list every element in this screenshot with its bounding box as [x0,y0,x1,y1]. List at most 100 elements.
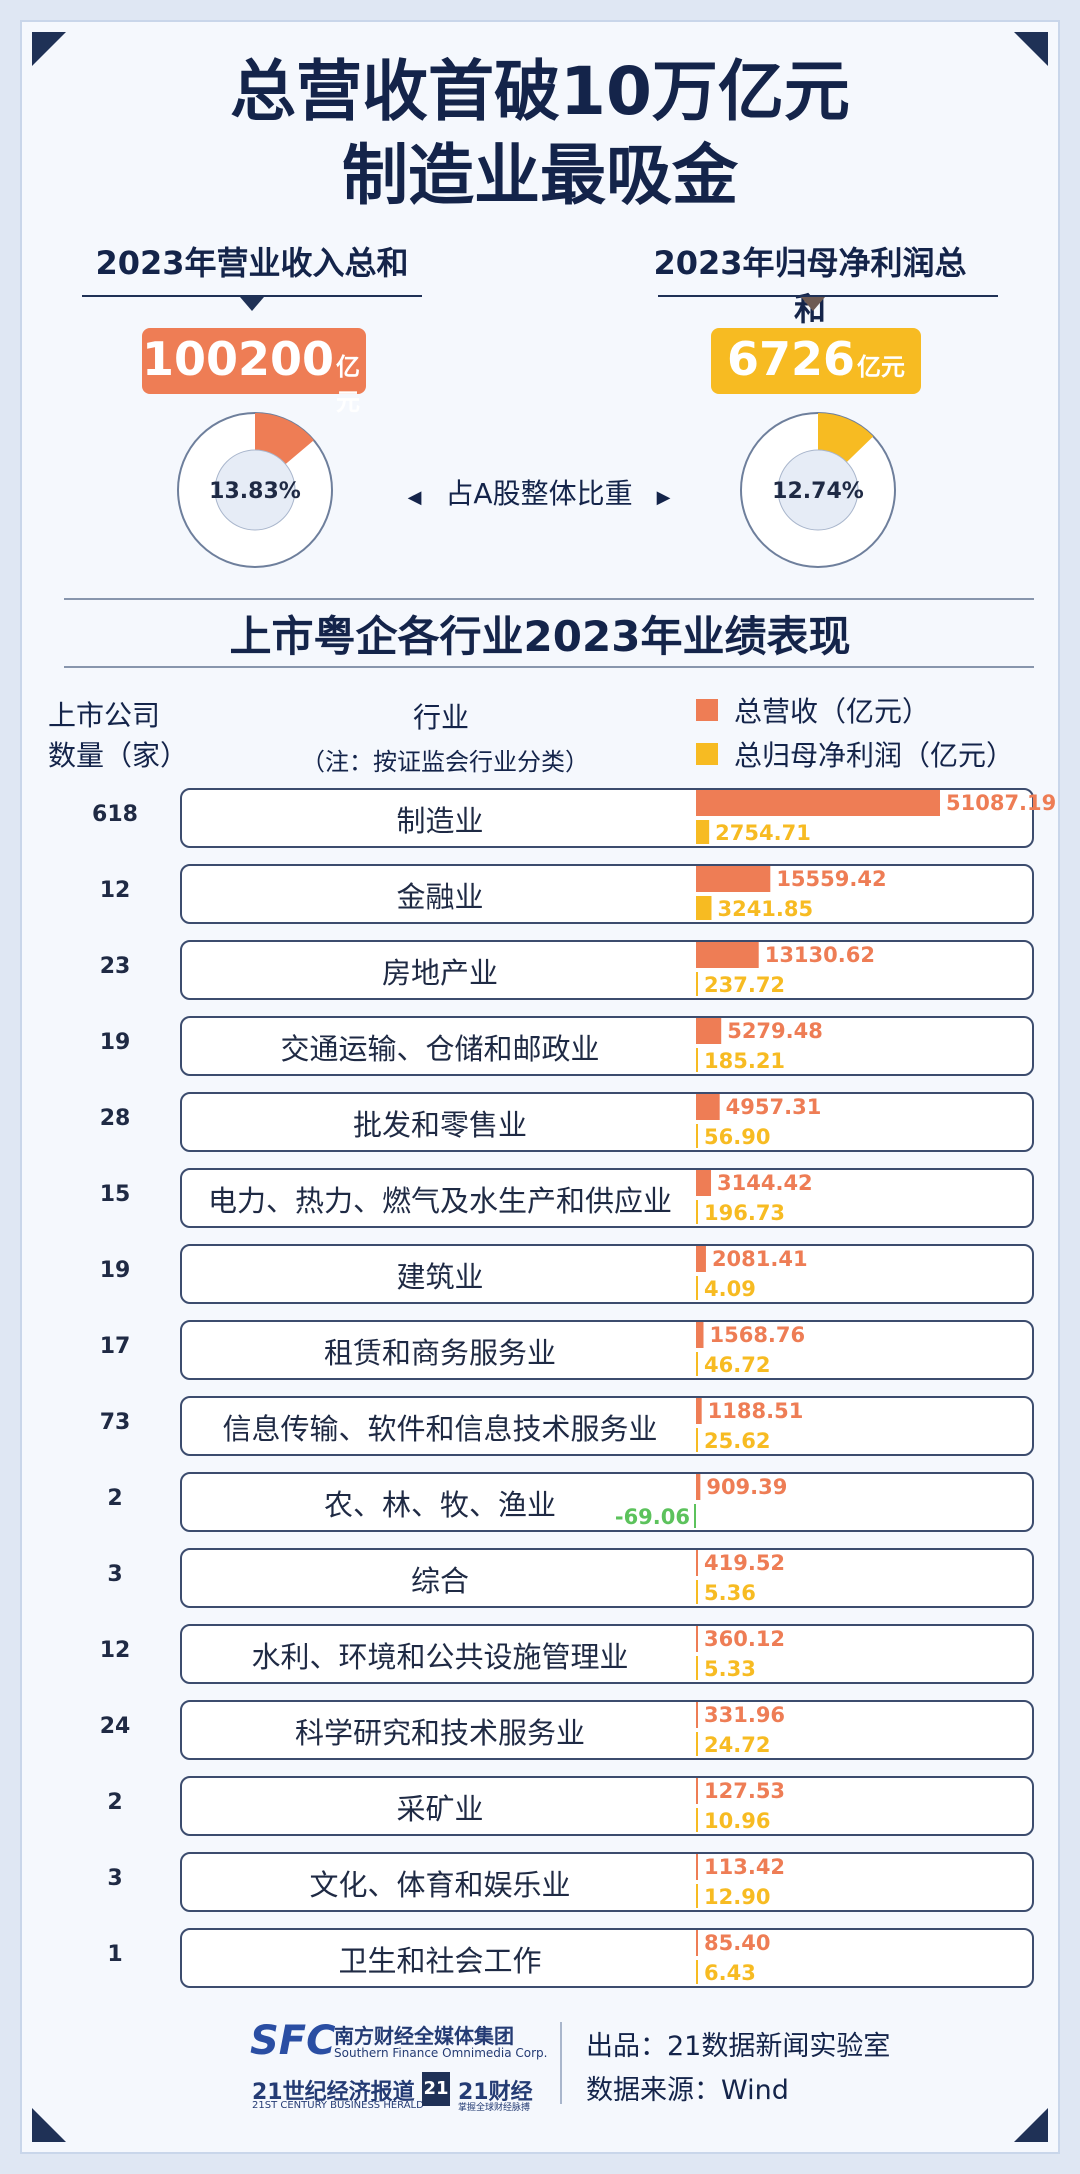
profit-bar [696,1048,698,1072]
share-caption: ◀ 占A股整体比重 ▶ [394,472,684,512]
table-row: 17 租赁和商务服务业 [0,1320,1080,1384]
legend-swatch [696,743,718,765]
profit-bar [696,1200,698,1224]
revenue-bar [696,1246,706,1272]
industry-name: 租赁和商务服务业 [323,1336,556,1370]
profit-bar [696,1656,698,1680]
revenue-value-label: 85.40 [704,1931,770,1955]
profit-bar [696,820,710,844]
company-count: 1 [107,1942,123,1967]
revenue-bar [696,1094,720,1120]
corner-decoration [32,2108,66,2142]
company-count: 12 [99,1638,131,1663]
revenue-bar [696,1322,704,1348]
count-header-line2: 数量（家） [48,739,189,772]
profit-bar [696,1960,698,1984]
table-row: 3 综合 [0,1548,1080,1612]
revenue-value-label: 331.96 [704,1703,785,1727]
profit-value-label: 24.72 [704,1733,770,1757]
revenue-value-label: 360.12 [704,1627,785,1651]
company-count: 15 [99,1182,131,1207]
arrow-right-icon: ▶ [656,487,671,508]
revenue-bar [696,1626,698,1652]
legend-revenue-label: 总营收（亿元） [734,695,931,728]
count-header-line1: 上市公司 [48,699,161,732]
company-count: 28 [99,1106,131,1131]
company-count: 3 [107,1562,123,1587]
revenue-bar [696,1550,699,1576]
industry-name: 批发和零售业 [352,1108,527,1142]
table-row: 28 批发和零售业 [0,1092,1080,1156]
industry-box [180,1244,1034,1304]
credit-source: 数据来源：Wind [586,2075,789,2106]
revenue-total-value: 100200 [142,332,335,386]
industry-name: 科学研究和技术服务业 [294,1716,585,1750]
industry-box [180,1700,1034,1760]
company-count: 23 [99,954,131,979]
21cj-slogan: 掌握全球财经脉搏 [458,2103,531,2113]
sfc-logo-name: 南方财经全媒体集团 [334,2024,514,2048]
profit-total-value: 6726 [726,332,856,386]
industry-name: 交通运输、仓储和邮政业 [280,1032,600,1066]
industry-name: 制造业 [396,804,484,838]
divider [82,295,422,297]
profit-value-label: -69.06 [615,1505,690,1529]
company-count: 3 [107,1866,123,1891]
profit-value-label: 196.73 [704,1201,785,1225]
page-title-line2: 制造业最吸金 [342,137,738,214]
table-row: 15 电力、热力、燃气及水生产和供应业 [0,1168,1080,1232]
company-count: 618 [92,802,138,827]
legend-swatch [696,699,718,721]
revenue-total-badge: 100200 亿元 [142,328,366,416]
industry-box [180,1852,1034,1912]
industry-box [180,1092,1034,1152]
revenue-share-label: 13.83% [209,479,301,504]
legend-revenue: 总营收（亿元） [696,690,930,730]
table-row: 23 房地产业 [0,940,1080,1004]
revenue-share-donut: 13.83% [177,412,333,568]
industry-name: 信息传输、软件和信息技术服务业 [222,1412,658,1446]
profit-value-label: 56.90 [704,1125,770,1149]
section-divider [64,598,1034,600]
company-count: 2 [107,1486,123,1511]
industry-column-header: 行业 [412,701,469,734]
revenue-value-label: 1568.76 [709,1323,805,1347]
revenue-value-label: 3144.42 [717,1171,813,1195]
revenue-share-slice [255,413,314,465]
revenue-bar [696,942,759,968]
profit-bar [696,1124,698,1148]
revenue-value-label: 15559.42 [776,867,886,891]
industry-box [180,1624,1034,1684]
industry-box [180,1016,1034,1076]
share-caption-text: 占A股整体比重 [445,477,633,510]
revenue-value-label: 113.42 [704,1855,785,1879]
divider [658,295,998,297]
profit-value-label: 6.43 [704,1961,756,1985]
table-row: 24 科学研究和技术服务业 [0,1700,1080,1764]
profit-value-label: 237.72 [704,973,785,997]
profit-bar [696,1580,698,1604]
table-row: 12 水利、环境和公共设施管理业 [0,1624,1080,1688]
company-count: 73 [99,1410,131,1435]
section-divider [64,666,1034,668]
sfc-logo-english: Southern Finance Omnimedia Corp. [334,2046,548,2060]
pointer-icon [240,297,264,311]
profit-bar [696,1352,698,1376]
profit-value-label: 46.72 [704,1353,770,1377]
profit-value-label: 5.36 [704,1581,756,1605]
industry-name: 水利、环境和公共设施管理业 [251,1640,629,1674]
table-row: 19 交通运输、仓储和邮政业 [0,1016,1080,1080]
industry-name: 农、林、牧、渔业 [323,1488,556,1522]
profit-value-label: 2754.71 [715,821,811,845]
industry-box [180,1928,1034,1988]
section-title: 上市粤企各行业2023年业绩表现 [229,612,851,661]
profit-total-badge: 6726 亿元 [711,328,921,394]
21-logo-icon: 21 [422,2072,450,2106]
profit-bar [696,1428,698,1452]
profit-share-donut: 12.74% [740,412,896,568]
corner-decoration [32,32,66,66]
profit-value-label: 3241.85 [717,897,813,921]
company-count: 19 [99,1258,131,1283]
industry-name: 采矿业 [396,1792,484,1826]
